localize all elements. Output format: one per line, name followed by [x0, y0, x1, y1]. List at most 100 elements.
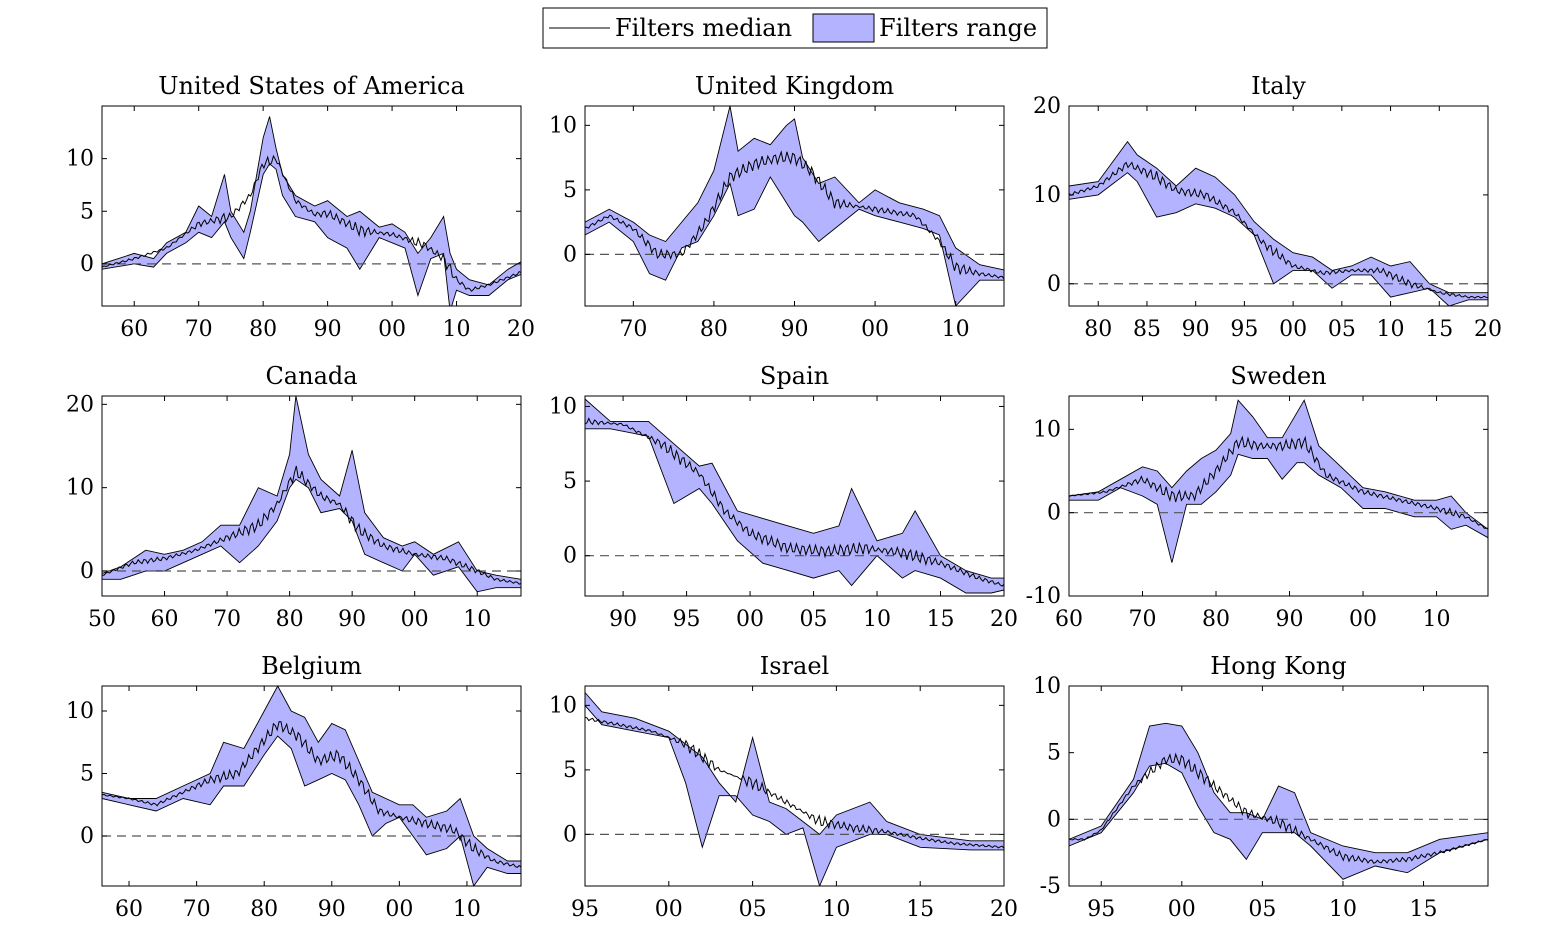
filters-range-area [102, 686, 521, 886]
y-tick-label: 20 [66, 392, 94, 417]
panel-0: United States of America 60 70 80 90 00 10 20 0 5… [66, 72, 535, 342]
x-tick-label: 05 [800, 607, 828, 632]
y-tick-label: 0 [563, 822, 577, 847]
y-tick-label: 10 [1033, 183, 1061, 208]
y-tick-label: 10 [549, 394, 577, 419]
range-lower-edge [102, 163, 521, 306]
panel-3: Canada 50 60 70 80 90 00 10 0 10 20 [66, 362, 522, 632]
y-tick-label: 10 [1033, 674, 1061, 699]
y-tick-label: 10 [549, 693, 577, 718]
range-upper-edge [1069, 399, 1488, 530]
filters-range-area [1069, 723, 1488, 880]
plot-area [102, 116, 521, 306]
filters-range-area [585, 106, 1004, 306]
y-tick-label: 10 [549, 113, 577, 138]
panel-title: Italy [1251, 72, 1306, 100]
legend-median-label: Filters median [615, 14, 792, 42]
x-tick-label: 95 [673, 607, 701, 632]
axes-box [584, 685, 1005, 887]
filters-range-area [585, 692, 1004, 886]
range-lower-edge [1069, 762, 1488, 880]
axes-box [101, 395, 522, 597]
x-tick-label: 90 [338, 607, 366, 632]
axes-box [1068, 685, 1489, 887]
y-tick-label: -5 [1040, 874, 1061, 899]
filters-median-line [585, 150, 1004, 280]
filters-median-line [102, 465, 521, 585]
x-tick-label: 80 [276, 607, 304, 632]
panel-1: United Kingdom 70 80 90 00 10 0 5 10 [549, 72, 1005, 342]
y-tick-label: 0 [1047, 807, 1061, 832]
x-tick-label: 70 [185, 317, 213, 342]
x-tick-label: 80 [249, 317, 277, 342]
x-tick-label: 00 [1168, 897, 1196, 922]
range-lower-edge [102, 478, 521, 593]
range-lower-edge [585, 428, 1004, 594]
plot-area [102, 396, 521, 593]
x-tick-label: 15 [927, 607, 955, 632]
x-tick-label: 15 [1425, 317, 1453, 342]
y-tick-label: 0 [80, 559, 94, 584]
y-tick-label: 0 [563, 544, 577, 569]
x-tick-label: 70 [213, 607, 241, 632]
panel-title: Belgium [261, 652, 362, 680]
range-upper-edge [585, 692, 1004, 842]
x-tick-label: 90 [318, 897, 346, 922]
x-tick-label: 05 [1248, 897, 1276, 922]
filters-median-line [585, 417, 1004, 587]
x-tick-label: 70 [619, 317, 647, 342]
range-lower-edge [1069, 453, 1488, 563]
legend-range-label: Filters range [879, 14, 1037, 42]
x-tick-label: 10 [463, 607, 491, 632]
x-tick-label: 15 [1410, 897, 1438, 922]
panel-title: Sweden [1230, 362, 1326, 390]
y-tick-label: 5 [563, 758, 577, 783]
x-tick-label: 80 [250, 897, 278, 922]
x-tick-label: 60 [151, 607, 179, 632]
axes-box [584, 395, 1005, 597]
x-tick-label: 00 [1349, 607, 1377, 632]
x-tick-label: 60 [1055, 607, 1083, 632]
panel-title: Spain [760, 362, 829, 390]
x-tick-label: 20 [990, 897, 1018, 922]
x-tick-label: 10 [942, 317, 970, 342]
x-tick-label: 10 [453, 897, 481, 922]
y-tick-label: 0 [563, 242, 577, 267]
x-tick-label: 20 [1474, 317, 1502, 342]
axes-box [101, 685, 522, 887]
x-tick-label: 85 [1133, 317, 1161, 342]
range-upper-edge [102, 396, 521, 580]
y-tick-label: 0 [1047, 501, 1061, 526]
panel-title: Hong Kong [1210, 652, 1346, 680]
plot-area [1069, 722, 1488, 880]
plot-area [102, 686, 521, 886]
x-tick-label: 50 [88, 607, 116, 632]
x-tick-label: 10 [1329, 897, 1357, 922]
x-tick-label: 90 [781, 317, 809, 342]
axes-box [1068, 395, 1489, 597]
y-tick-label: 10 [66, 147, 94, 172]
y-tick-label: 5 [563, 178, 577, 203]
panel-2: Italy 80 85 90 95 00 05 10 15 20 0 10 20 [1033, 72, 1502, 342]
x-tick-label: 70 [1129, 607, 1157, 632]
filters-range-area [1069, 141, 1488, 306]
panel-title: United Kingdom [695, 72, 894, 100]
x-tick-label: 90 [314, 317, 342, 342]
y-tick-label: 5 [1047, 741, 1061, 766]
plot-area [585, 398, 1004, 594]
x-tick-label: 80 [1202, 607, 1230, 632]
filters-median-line [585, 716, 1004, 849]
x-tick-label: 90 [609, 607, 637, 632]
range-lower-edge [102, 735, 521, 886]
x-tick-label: 00 [1279, 317, 1307, 342]
y-tick-label: 0 [80, 824, 94, 849]
y-tick-label: 0 [80, 252, 94, 277]
x-tick-label: 95 [571, 897, 599, 922]
x-tick-label: 90 [1182, 317, 1210, 342]
range-lower-edge [1069, 172, 1488, 306]
x-tick-label: 00 [378, 317, 406, 342]
x-tick-label: 05 [1328, 317, 1356, 342]
